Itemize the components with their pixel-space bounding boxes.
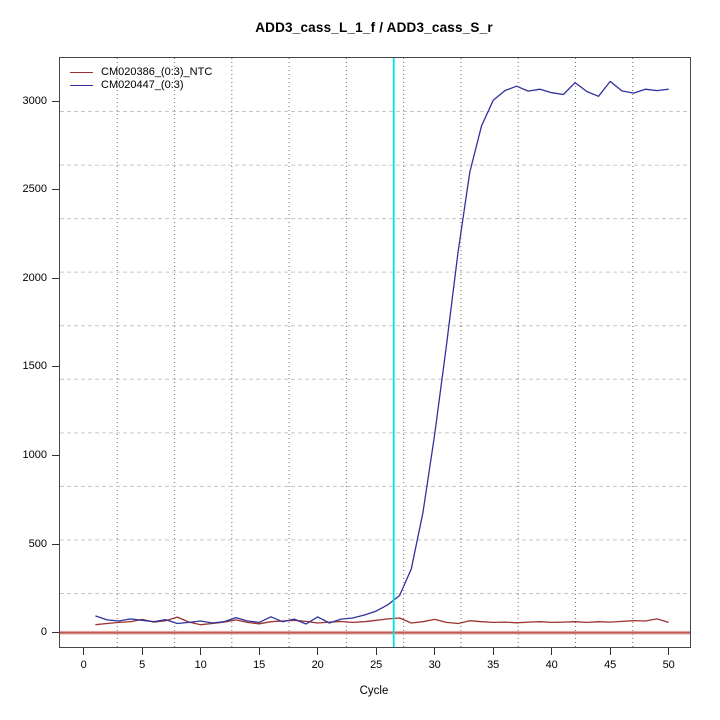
x-tick-mark xyxy=(258,648,260,655)
x-tick-label: 0 xyxy=(80,659,87,671)
x-axis-label: Cycle xyxy=(359,685,389,697)
y-tick-mark xyxy=(52,100,59,102)
legend-label: CM020386_(0:3)_NTC xyxy=(101,66,213,78)
y-tick-mark xyxy=(52,455,59,457)
y-tick-mark xyxy=(52,366,59,368)
x-tick-mark xyxy=(434,648,436,655)
y-tick-label: 1000 xyxy=(22,449,47,462)
y-tick-label: 500 xyxy=(28,537,47,550)
y-tick-label: 2500 xyxy=(22,183,47,196)
legend-item: CM020447_(0:3) xyxy=(70,79,212,92)
x-tick-mark xyxy=(668,648,670,655)
series-line-sample xyxy=(95,80,669,625)
y-tick-mark xyxy=(52,189,59,191)
x-tick-label: 50 xyxy=(662,659,675,671)
x-tick-label: 30 xyxy=(428,659,441,671)
plot-canvas xyxy=(60,58,690,647)
plot-area xyxy=(59,57,691,648)
y-tick-label: 2000 xyxy=(22,271,47,284)
y-tick-label: 1500 xyxy=(22,360,47,373)
x-tick-label: 40 xyxy=(545,659,558,671)
x-tick-label: 5 xyxy=(139,659,146,671)
x-tick-label: 35 xyxy=(487,659,500,671)
legend-label: CM020447_(0:3) xyxy=(101,79,184,91)
x-tick-label: 15 xyxy=(253,659,266,671)
x-tick-mark xyxy=(317,648,319,655)
x-tick-mark xyxy=(609,648,611,655)
x-tick-mark xyxy=(375,648,377,655)
x-tick-mark xyxy=(141,648,143,655)
y-tick-mark xyxy=(52,632,59,634)
legend-line-swatch xyxy=(70,85,93,86)
x-tick-mark xyxy=(200,648,202,655)
x-tick-mark xyxy=(83,648,85,655)
legend: CM020386_(0:3)_NTC CM020447_(0:3) xyxy=(70,66,212,92)
x-tick-label: 45 xyxy=(604,659,617,671)
y-axis-label: Fluorescent xyxy=(0,290,2,351)
y-tick-label: 0 xyxy=(40,626,47,639)
y-tick-mark xyxy=(52,277,59,279)
x-tick-label: 25 xyxy=(370,659,383,671)
x-tick-label: 10 xyxy=(194,659,207,671)
y-tick-mark xyxy=(52,543,59,545)
x-tick-mark xyxy=(551,648,553,655)
chart-title: ADD3_cass_L_1_f / ADD3_cass_S_r xyxy=(255,20,493,35)
y-tick-label: 3000 xyxy=(22,94,47,107)
x-tick-mark xyxy=(492,648,494,655)
x-tick-label: 20 xyxy=(311,659,324,671)
legend-line-swatch xyxy=(70,72,93,73)
legend-item: CM020386_(0:3)_NTC xyxy=(70,66,212,79)
